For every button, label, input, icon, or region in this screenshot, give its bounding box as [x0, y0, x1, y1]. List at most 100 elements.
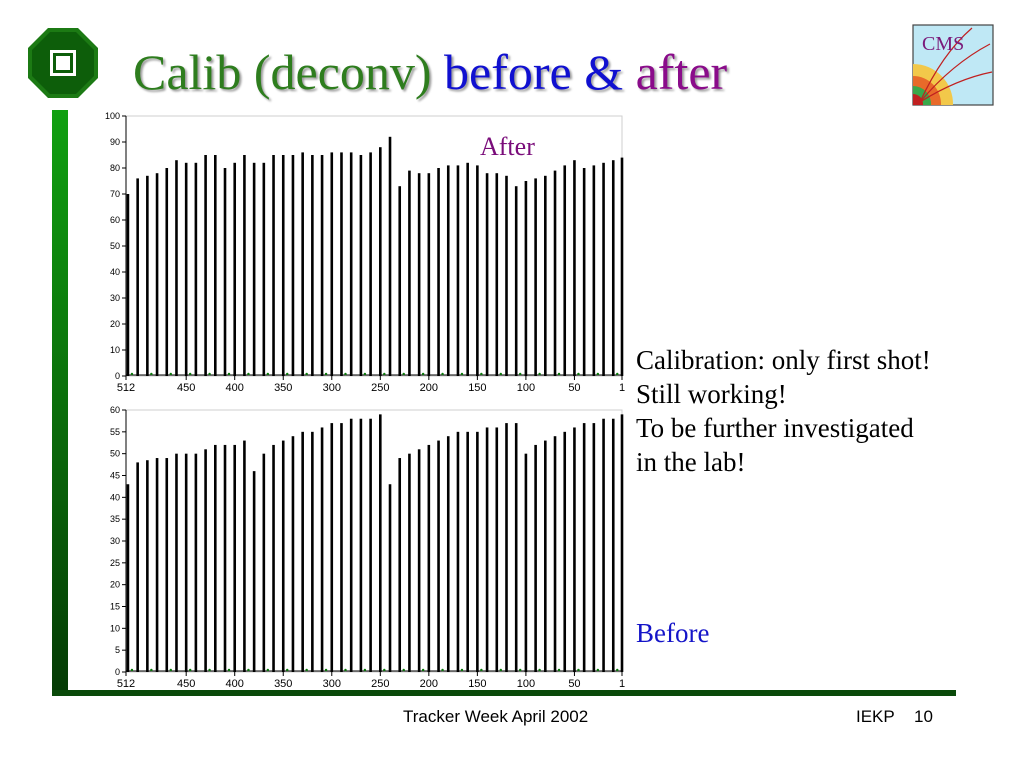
- x-tick-label: 150: [468, 678, 486, 690]
- x-tick-label: 100: [517, 382, 535, 394]
- bar: [155, 173, 159, 376]
- baseline-marker: [616, 372, 619, 376]
- bar: [446, 436, 450, 672]
- bar: [330, 152, 334, 376]
- baseline-marker: [499, 372, 502, 376]
- bar: [136, 462, 139, 672]
- y-tick-label: 10: [110, 345, 120, 355]
- baseline-marker: [247, 372, 250, 376]
- baseline-marker: [460, 372, 464, 376]
- baseline-marker: [363, 668, 367, 672]
- bar: [379, 147, 382, 376]
- bar: [466, 431, 469, 672]
- x-tick-label: 150: [468, 382, 486, 394]
- bar: [485, 427, 489, 672]
- y-tick-label: 60: [110, 405, 120, 415]
- baseline-marker: [305, 372, 308, 376]
- baseline-marker: [286, 372, 289, 376]
- bar: [505, 423, 508, 672]
- baseline-marker: [188, 668, 192, 672]
- y-tick-label: 30: [110, 536, 120, 546]
- bar: [476, 165, 479, 376]
- x-tick-label: 400: [226, 382, 244, 394]
- bar: [311, 155, 314, 376]
- bar: [301, 152, 304, 376]
- bar: [544, 440, 547, 672]
- bar: [466, 162, 469, 376]
- baseline-marker: [344, 372, 347, 376]
- y-tick-label: 20: [110, 580, 120, 590]
- bar: [204, 155, 207, 376]
- bar: [233, 444, 237, 672]
- bar: [369, 418, 372, 672]
- y-tick-label: 0: [115, 667, 120, 677]
- y-tick-label: 30: [110, 293, 120, 303]
- bar: [243, 155, 246, 376]
- university-logo-icon: [28, 28, 98, 98]
- x-tick-label: 200: [420, 382, 438, 394]
- baseline-marker: [616, 668, 619, 672]
- x-tick-label: 512: [117, 678, 135, 690]
- bar: [524, 453, 528, 672]
- x-tick-label: 450: [177, 678, 195, 690]
- y-tick-label: 25: [110, 558, 120, 568]
- bar: [611, 418, 615, 672]
- y-tick-label: 100: [105, 111, 120, 121]
- baseline-marker: [577, 668, 580, 672]
- footer-org: IEKP: [856, 707, 895, 726]
- bar: [514, 423, 518, 672]
- bar: [175, 160, 178, 376]
- notes-block: Calibration: only first shot! Still work…: [636, 343, 931, 479]
- bar: [417, 449, 421, 672]
- baseline-marker: [130, 668, 134, 672]
- bar: [281, 155, 285, 376]
- x-tick-label: 350: [274, 382, 292, 394]
- bar: [388, 484, 392, 672]
- bar: [359, 155, 363, 376]
- bar: [369, 152, 372, 376]
- x-tick-label: 50: [568, 678, 580, 690]
- bar: [427, 173, 431, 376]
- x-tick-label: 50: [568, 382, 580, 394]
- baseline-marker: [518, 372, 522, 376]
- y-tick-label: 50: [110, 241, 120, 251]
- bar: [476, 431, 479, 672]
- baseline-marker: [596, 372, 600, 376]
- y-tick-label: 80: [110, 163, 120, 173]
- bar: [146, 175, 149, 376]
- baseline-marker: [150, 372, 153, 376]
- y-tick-label: 40: [110, 267, 120, 277]
- bar: [408, 453, 411, 672]
- baseline-marker: [208, 372, 211, 376]
- x-tick-label: 400: [226, 678, 244, 690]
- bar: [437, 168, 440, 376]
- bar: [417, 173, 421, 376]
- bar: [534, 444, 537, 672]
- before-chart-svg: 0 5 10 15 20 25 30 35 40 45 50 55 60 512 450 400 350 300 2…: [110, 405, 625, 690]
- baseline-marker: [344, 668, 347, 672]
- page-number: 10: [914, 707, 933, 726]
- after-chart-svg: 0 10 20 30 40 50 60 70 80 90 100 512 450 400 350 300 250…: [105, 111, 625, 394]
- plot-area: [125, 409, 623, 673]
- bar: [620, 157, 624, 376]
- bar: [330, 423, 334, 672]
- baseline-marker: [286, 668, 289, 672]
- bar: [213, 155, 217, 376]
- bar: [213, 444, 217, 672]
- title-calib: Calib (deconv): [133, 44, 432, 100]
- before-label: Before: [636, 618, 710, 648]
- baseline-marker: [150, 668, 153, 672]
- y-tick-label: 15: [110, 602, 120, 612]
- y-tick-label: 10: [110, 623, 120, 633]
- bar: [514, 186, 518, 376]
- bar: [456, 431, 460, 672]
- left-accent-bar: [52, 110, 68, 696]
- bar: [291, 436, 295, 672]
- bar: [446, 165, 450, 376]
- note-line: in the lab!: [636, 447, 746, 477]
- bar: [165, 458, 169, 672]
- baseline-marker: [480, 372, 483, 376]
- bar: [262, 453, 266, 672]
- bar: [563, 431, 567, 672]
- baseline-marker: [169, 668, 172, 672]
